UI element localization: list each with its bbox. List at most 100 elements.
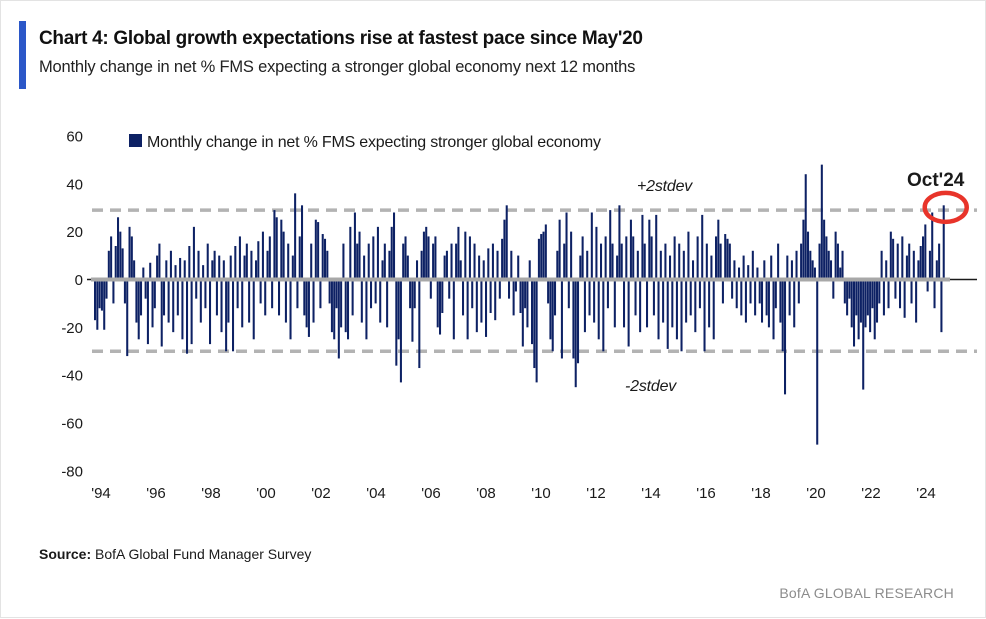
y-tick-label: 0 <box>75 272 83 289</box>
bar <box>386 279 389 328</box>
bar <box>813 267 816 280</box>
bar <box>98 279 101 309</box>
bar <box>457 226 460 280</box>
bar <box>330 279 333 333</box>
bar <box>588 279 591 316</box>
bar <box>632 236 635 280</box>
bar <box>650 236 653 280</box>
bar <box>680 279 683 352</box>
bar <box>195 279 198 299</box>
bar <box>294 193 297 280</box>
bar <box>225 279 228 352</box>
bar <box>627 279 630 347</box>
bar <box>917 260 920 280</box>
bar <box>328 279 331 304</box>
bar <box>535 279 538 383</box>
bar <box>393 212 396 280</box>
bar <box>183 260 186 280</box>
bar <box>261 231 264 280</box>
bar <box>381 260 384 280</box>
bar <box>317 222 320 280</box>
y-tick-label: -80 <box>61 463 83 480</box>
bar <box>866 279 869 316</box>
bar <box>284 279 287 323</box>
bar <box>625 236 628 280</box>
x-tick-label: '94 <box>91 485 111 502</box>
annotation-ellipse <box>922 190 969 225</box>
bar <box>418 279 421 369</box>
bar <box>811 260 814 280</box>
bar <box>659 250 662 280</box>
bar <box>119 231 122 280</box>
bar <box>749 279 752 304</box>
bar <box>229 255 232 280</box>
bar <box>581 236 584 280</box>
bar <box>241 279 244 328</box>
bar <box>172 279 175 333</box>
bar <box>859 279 862 323</box>
bar <box>744 279 747 323</box>
bar <box>827 250 830 280</box>
bar <box>397 279 400 340</box>
bar <box>222 260 225 280</box>
bar <box>703 279 706 352</box>
bar <box>473 243 476 280</box>
x-tick-label: '18 <box>751 485 771 502</box>
bar <box>190 279 193 345</box>
y-tick-label: 60 <box>66 128 83 145</box>
x-tick-label: '16 <box>696 485 716 502</box>
bar <box>388 250 391 280</box>
bar <box>671 279 674 328</box>
bar <box>188 246 191 280</box>
x-tick-label: '98 <box>201 485 221 502</box>
bar <box>471 279 474 309</box>
bar <box>420 250 423 280</box>
x-tick-label: '24 <box>916 485 936 502</box>
bar <box>595 226 598 280</box>
bar <box>747 265 750 280</box>
bar <box>234 246 237 280</box>
bar <box>519 279 522 313</box>
bar <box>158 243 161 280</box>
bar <box>321 234 324 280</box>
bar <box>496 250 499 280</box>
bar <box>634 279 637 316</box>
x-tick-label: '10 <box>531 485 551 502</box>
y-tick-label: -40 <box>61 368 83 385</box>
bar <box>887 279 890 309</box>
bar <box>869 279 872 333</box>
bar <box>163 279 166 316</box>
bar <box>160 279 163 347</box>
bar <box>436 279 439 328</box>
bar <box>728 243 731 280</box>
bar <box>390 226 393 280</box>
bar <box>719 243 722 280</box>
bar <box>623 279 626 328</box>
bar <box>301 205 304 280</box>
bar <box>356 243 359 280</box>
bar <box>940 279 943 333</box>
bar <box>692 260 695 280</box>
bar <box>666 279 669 349</box>
bar <box>618 205 621 280</box>
bar <box>701 214 704 280</box>
bar <box>687 231 690 280</box>
bar <box>416 260 419 280</box>
bar <box>802 219 805 280</box>
bar <box>434 236 437 280</box>
bar <box>429 279 432 299</box>
bar <box>489 279 492 313</box>
bar <box>459 260 462 280</box>
bar <box>289 279 292 340</box>
bar <box>685 279 688 323</box>
bar <box>305 279 308 328</box>
bar <box>682 250 685 280</box>
bar <box>112 279 115 304</box>
bar <box>510 250 513 280</box>
bar <box>181 279 184 340</box>
bar <box>731 279 734 299</box>
bar <box>358 231 361 280</box>
bar <box>742 255 745 280</box>
bar <box>836 243 839 280</box>
